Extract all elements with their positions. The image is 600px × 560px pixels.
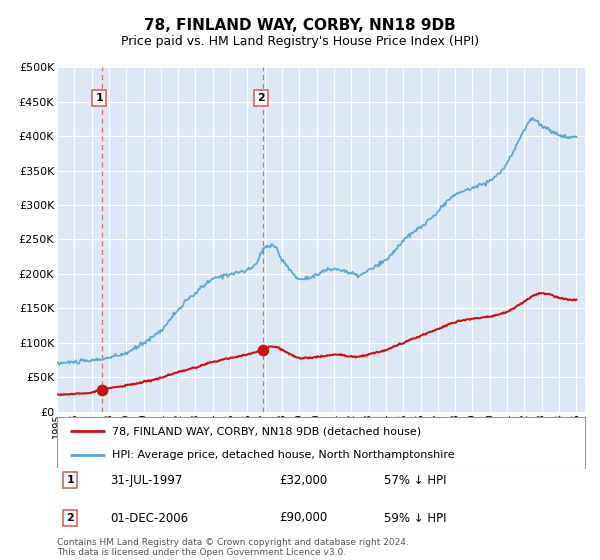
Text: 2: 2	[257, 93, 265, 103]
Text: HPI: Average price, detached house, North Northamptonshire: HPI: Average price, detached house, Nort…	[112, 450, 455, 460]
Text: 2: 2	[67, 513, 74, 523]
Text: 31-JUL-1997: 31-JUL-1997	[110, 474, 182, 487]
Text: 78, FINLAND WAY, CORBY, NN18 9DB: 78, FINLAND WAY, CORBY, NN18 9DB	[144, 18, 456, 32]
Text: 01-DEC-2006: 01-DEC-2006	[110, 511, 188, 525]
Text: 57% ↓ HPI: 57% ↓ HPI	[385, 474, 447, 487]
Text: £90,000: £90,000	[279, 511, 327, 525]
Text: 78, FINLAND WAY, CORBY, NN18 9DB (detached house): 78, FINLAND WAY, CORBY, NN18 9DB (detach…	[112, 426, 422, 436]
Point	[259, 345, 268, 354]
Text: Contains HM Land Registry data © Crown copyright and database right 2024.
This d: Contains HM Land Registry data © Crown c…	[57, 538, 409, 557]
Point	[97, 385, 106, 394]
Text: 1: 1	[95, 93, 103, 103]
Text: Price paid vs. HM Land Registry's House Price Index (HPI): Price paid vs. HM Land Registry's House …	[121, 35, 479, 49]
Text: £32,000: £32,000	[279, 474, 327, 487]
Text: 59% ↓ HPI: 59% ↓ HPI	[385, 511, 447, 525]
Text: 1: 1	[67, 475, 74, 485]
